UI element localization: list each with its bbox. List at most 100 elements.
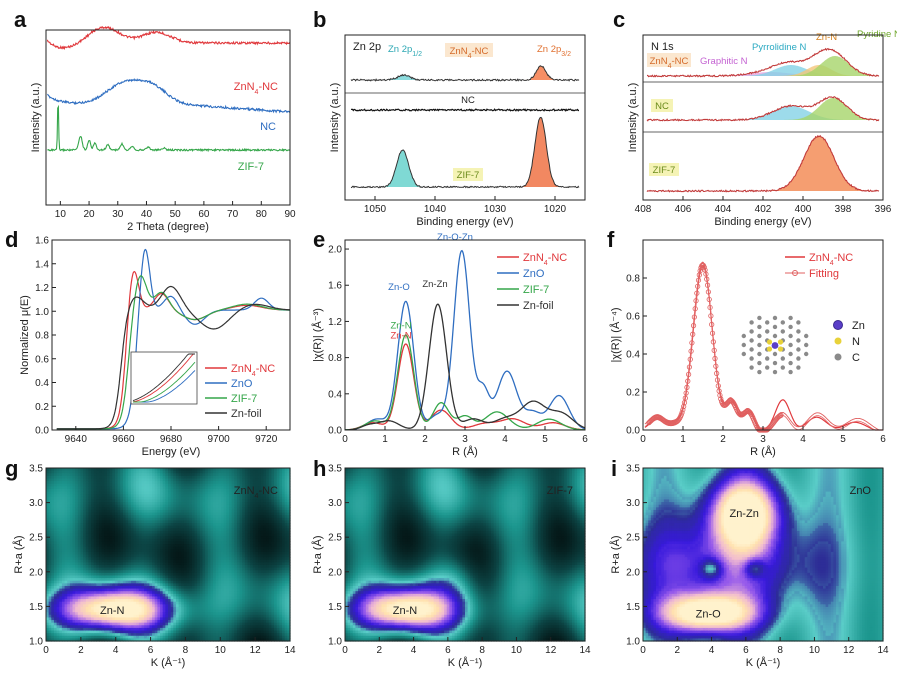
heatmap-cell [53,523,58,527]
heatmap-cell [173,549,177,553]
heatmap-cell [72,625,76,629]
heatmap-cell [85,502,90,506]
heatmap-cell [170,572,174,577]
heatmap-cell [173,588,177,592]
heatmap-cell [83,638,87,642]
heatmap-cell [69,620,74,624]
heatmap-cell [85,599,90,603]
heatmap-cell [205,580,209,584]
heatmap-cell [133,483,137,487]
heatmap-cell [160,622,164,626]
heatmap-cell [175,509,180,514]
heatmap-cell [170,544,174,548]
heatmap-cell [88,473,92,477]
heatmap-cell [99,593,103,598]
heatmap-cell [175,617,180,621]
heatmap-cell [162,507,166,511]
heatmap-cell [83,627,87,632]
heatmap-cell [199,512,204,516]
heatmap-cell [93,517,97,522]
heatmap-cell [77,525,82,529]
heatmap-cell [109,512,113,516]
heatmap-cell [48,620,52,624]
heatmap-cell [120,475,124,480]
heatmap-cell [199,475,204,480]
heatmap-cell [207,630,212,634]
heatmap-cell [194,570,198,574]
heatmap-cell [96,630,100,634]
heatmap-cell [112,612,116,616]
heatmap-cell [96,473,100,477]
heatmap-cell [59,481,63,485]
heatmap-cell [112,609,116,613]
heatmap-cell [146,546,151,550]
heatmap-cell [186,633,190,637]
heatmap-cell [69,488,74,493]
heatmap-cell [46,551,50,556]
heatmap-cell [91,538,95,542]
heatmap-cell [202,468,206,472]
heatmap-cell [128,604,132,608]
heatmap-cell [178,604,182,608]
heatmap-cell [191,515,196,519]
heatmap-cell [75,507,79,511]
heatmap-cell [175,559,180,563]
heatmap-cell [75,580,79,584]
heatmap-cell [210,557,214,561]
heatmap-cell [104,559,108,563]
heatmap-cell [165,585,169,590]
heatmap-cell [112,585,116,590]
heatmap-cell [178,499,182,503]
heatmap-cell [181,604,185,608]
heatmap-cell [99,559,103,563]
heatmap-cell [205,562,209,566]
heatmap-cell [133,575,137,579]
heatmap-cell [114,549,119,553]
heatmap-cell [175,528,180,532]
heatmap-cell [46,601,50,605]
heatmap-cell [165,633,169,637]
heatmap-cell [146,496,151,501]
heatmap-cell [130,588,135,592]
heatmap-cell [101,625,105,629]
heatmap-cell [136,494,140,498]
heatmap-cell [191,580,196,584]
heatmap-cell [77,557,82,561]
heatmap-cell [202,557,206,561]
heatmap-cell [144,570,148,574]
heatmap-cell [107,567,111,571]
heatmap-cell [152,538,156,542]
heatmap-cell [83,544,87,548]
heatmap-cell [56,517,60,522]
heatmap-cell [189,494,193,498]
heatmap-cell [186,541,190,545]
heatmap-cell [170,549,174,553]
heatmap-cell [120,591,124,595]
heatmap-cell [125,496,129,501]
heatmap-cell [136,580,140,584]
heatmap-cell [117,627,121,632]
heatmap-cell [125,564,129,569]
heatmap-cell [120,625,124,629]
heatmap-cell [178,580,182,584]
heatmap-cell [120,630,124,634]
heatmap-cell [141,588,145,592]
heatmap-cell [93,604,97,608]
heatmap-cell [51,507,55,511]
heatmap-cell [80,541,84,545]
heatmap-cell [99,588,103,592]
heatmap-cell [114,620,119,624]
heatmap-cell [133,533,137,537]
heatmap-cell [83,591,87,595]
heatmap-cell [202,567,206,571]
heatmap-cell [165,541,169,545]
heatmap-cell [162,627,166,632]
heatmap-cell [207,544,212,548]
heatmap-cell [96,609,100,613]
heatmap-cell [93,525,97,529]
heatmap-cell [181,583,185,587]
heatmap-cell [162,475,166,480]
heatmap-cell [46,481,50,485]
heatmap-cell [178,588,182,592]
heatmap-cell [133,593,137,598]
